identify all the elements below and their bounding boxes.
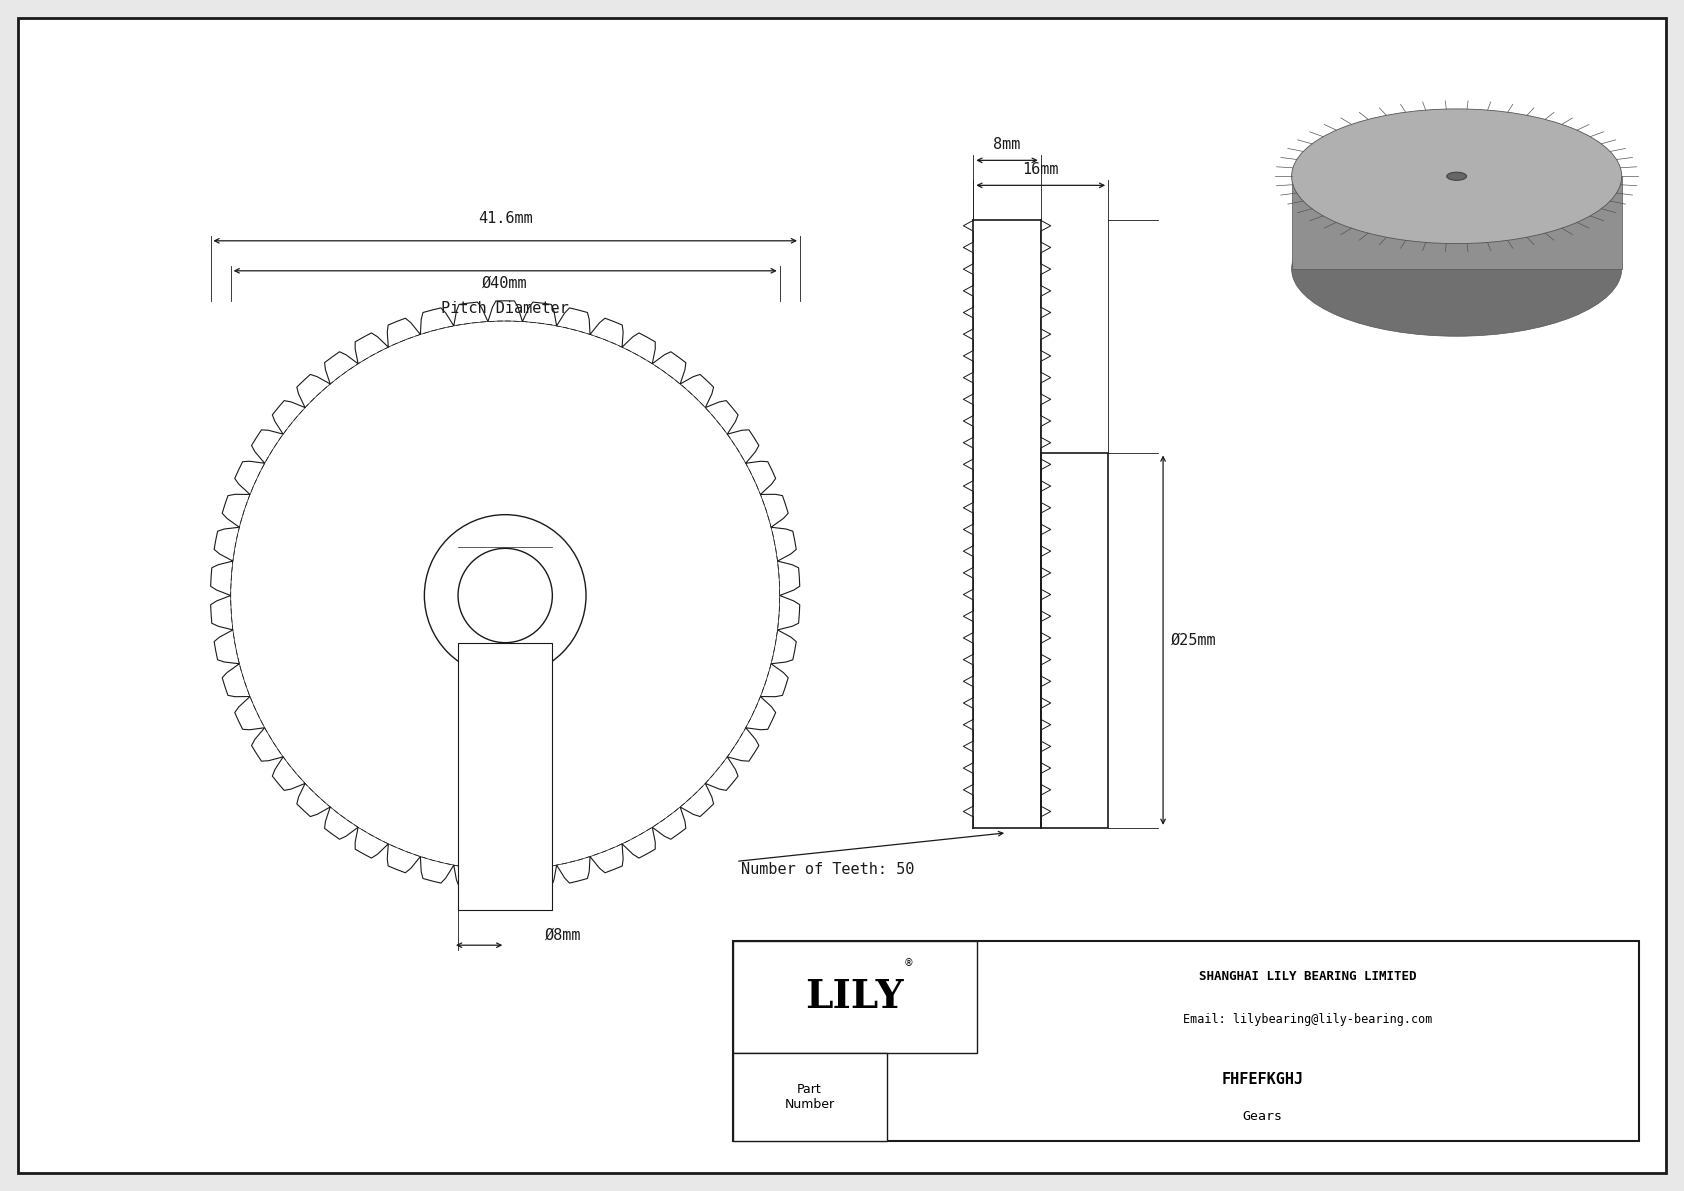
Bar xyxy=(458,643,552,910)
Text: ®: ® xyxy=(904,959,913,968)
Text: Ø25mm: Ø25mm xyxy=(1170,632,1218,648)
Bar xyxy=(733,941,1639,1141)
Text: Ø40mm: Ø40mm xyxy=(482,276,529,291)
Circle shape xyxy=(424,515,586,676)
Text: 41.6mm: 41.6mm xyxy=(478,211,532,226)
Text: Email: lilybearing@lily-bearing.com: Email: lilybearing@lily-bearing.com xyxy=(1184,1012,1433,1025)
Bar xyxy=(1041,453,1108,828)
Text: LILY: LILY xyxy=(805,978,904,1016)
Ellipse shape xyxy=(1292,201,1622,336)
Text: Number of Teeth: 50: Number of Teeth: 50 xyxy=(741,862,914,877)
Ellipse shape xyxy=(1292,108,1622,244)
Text: Part
Number: Part Number xyxy=(785,1083,835,1111)
Text: Pitch Diameter: Pitch Diameter xyxy=(441,301,569,316)
Polygon shape xyxy=(210,301,800,890)
Bar xyxy=(733,941,977,1053)
Text: Ø8mm: Ø8mm xyxy=(546,928,581,943)
Text: Gears: Gears xyxy=(1243,1110,1283,1123)
Text: 16mm: 16mm xyxy=(1022,162,1059,177)
Polygon shape xyxy=(1292,176,1622,269)
Text: FHFEFKGHJ: FHFEFKGHJ xyxy=(1221,1072,1303,1087)
Text: SHANGHAI LILY BEARING LIMITED: SHANGHAI LILY BEARING LIMITED xyxy=(1199,971,1416,984)
Ellipse shape xyxy=(1447,173,1467,180)
Bar xyxy=(733,1053,886,1141)
Circle shape xyxy=(458,548,552,643)
Text: 8mm: 8mm xyxy=(994,137,1021,152)
